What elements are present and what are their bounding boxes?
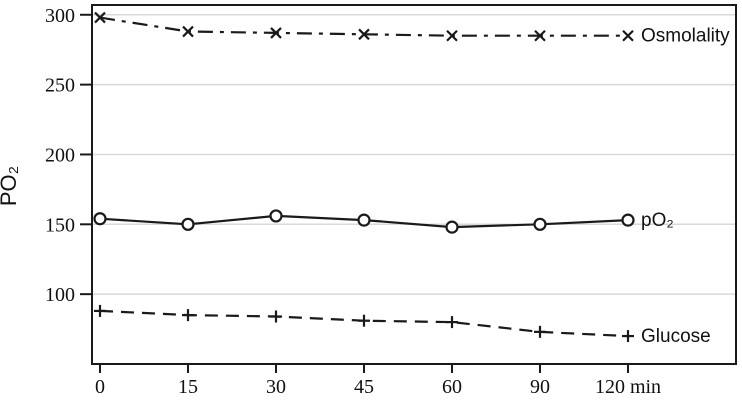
series-label-osmolality: Osmolality	[641, 26, 730, 47]
marker-x-osmolality	[94, 11, 106, 24]
marker-x-osmolality	[446, 29, 458, 42]
marker-x-osmolality	[534, 29, 546, 42]
marker-x-osmolality	[182, 25, 194, 38]
x-tick-label: 60	[442, 376, 462, 398]
plot-frame	[91, 4, 737, 365]
y-axis-label: PO₂	[0, 166, 21, 206]
marker-circle-po	[533, 217, 547, 231]
x-tick-label: 15	[178, 376, 198, 398]
marker-circle-po	[445, 220, 459, 234]
x-tick-label: 120 min	[595, 376, 661, 398]
x-tick-label: 45	[354, 376, 374, 398]
series-label-glucose: Glucose	[641, 326, 711, 347]
marker-circle-po	[621, 213, 635, 227]
marker-x-osmolality	[270, 27, 282, 39]
marker-circle-po	[181, 217, 195, 231]
x-tick-label: 0	[95, 376, 105, 398]
plot-area: 100 150 200 250 300 0 15 30 45 60 90 120 min Osmolal…	[45, 4, 737, 398]
marker-circle-po	[357, 213, 371, 227]
x-tick-label: 90	[530, 376, 550, 398]
marker-circle-po	[269, 209, 283, 223]
marker-x-osmolality	[358, 28, 370, 41]
y-tick-label: 300	[45, 5, 75, 27]
y-tick-label: 100	[45, 284, 75, 306]
marker-x-osmolality	[622, 29, 634, 42]
y-tick-label: 150	[45, 214, 75, 236]
y-tick-label: 250	[45, 75, 75, 97]
marker-circle-po	[93, 212, 107, 226]
y-tick-label: 200	[45, 144, 75, 166]
series-label-po: pO₂	[641, 210, 674, 231]
x-tick-label: 30	[266, 376, 286, 398]
